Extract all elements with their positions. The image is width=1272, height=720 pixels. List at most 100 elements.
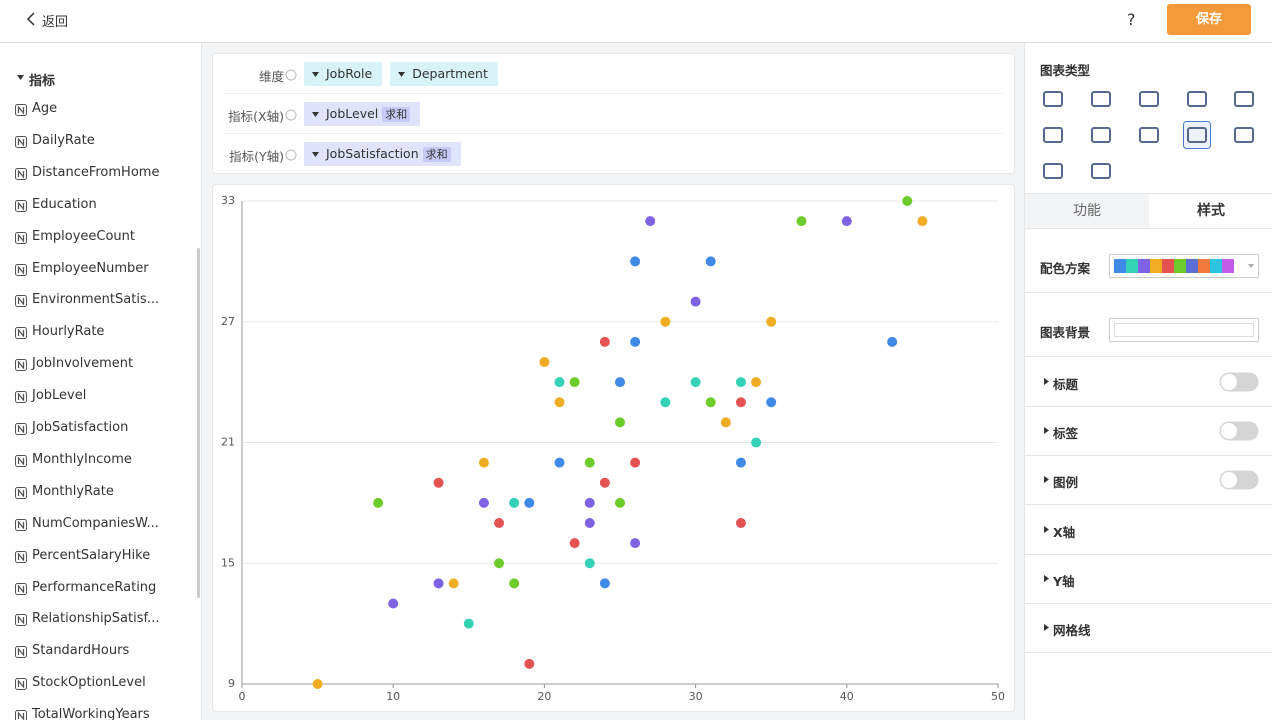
point	[584, 497, 595, 508]
point	[645, 216, 656, 227]
field-icon	[15, 678, 27, 691]
y-tick-label: 33	[221, 194, 235, 207]
point	[615, 497, 625, 508]
divider	[1025, 356, 1272, 357]
field-item[interactable]: RelationshipSatisf...	[32, 611, 160, 627]
field-icon	[15, 104, 27, 116]
chart-type-icon[interactable]	[1039, 157, 1067, 185]
field-item[interactable]: EnvironmentSatis...	[32, 292, 160, 308]
icon-box	[15, 486, 27, 499]
field-item[interactable]: MonthlyRate	[32, 483, 114, 499]
point	[660, 316, 671, 327]
field-item[interactable]: DistanceFromHome	[32, 164, 160, 180]
divider	[1025, 455, 1272, 457]
icon-glyph	[17, 711, 25, 720]
field-label: 维度	[258, 69, 284, 84]
point	[660, 397, 671, 408]
icon-box	[15, 135, 27, 148]
toggle-switch[interactable]	[1219, 421, 1259, 441]
section-title[interactable]: 标签	[1053, 426, 1079, 442]
x-tick-label: 50	[991, 690, 1005, 703]
chart-type-icon[interactable]	[1230, 121, 1258, 149]
field-chip[interactable]: Department	[390, 62, 498, 86]
palette	[1114, 259, 1254, 273]
field-chip[interactable]: JobRole	[304, 62, 383, 86]
section-title[interactable]: 网格线	[1053, 623, 1091, 638]
save-button[interactable]: 保存	[1167, 4, 1251, 35]
chart-type-icon[interactable]	[1135, 121, 1163, 149]
field-icon	[15, 167, 27, 180]
back-link[interactable]: 返回	[42, 15, 69, 30]
chart-type-icon[interactable]	[1135, 85, 1163, 113]
divider	[1025, 652, 1272, 653]
point	[751, 377, 762, 388]
help-icon	[285, 149, 297, 161]
icon-box	[15, 104, 27, 116]
row-divider	[223, 133, 1003, 134]
field-item[interactable]: EmployeeCount	[32, 228, 135, 244]
icon-shape	[1043, 91, 1063, 107]
field-icon	[15, 710, 27, 720]
tab[interactable]: 样式	[1197, 203, 1225, 219]
point	[373, 497, 384, 508]
section-title[interactable]: 标题	[1053, 377, 1079, 392]
section-title[interactable]: 图例	[1053, 475, 1079, 491]
panel-title: 图表类型	[1040, 63, 1091, 78]
field-chip[interactable]: JobSatisfaction 求和	[304, 142, 461, 166]
field-item[interactable]: JobLevel	[32, 388, 87, 404]
chart-type-icon[interactable]	[1039, 85, 1067, 113]
back-icon[interactable]	[26, 12, 36, 26]
point	[615, 417, 625, 428]
chart-card: 9 15 21 27 33 0 10 20 30 40 50	[212, 184, 1015, 712]
toggle-switch[interactable]	[1219, 470, 1259, 490]
field-item[interactable]: HourlyRate	[32, 324, 105, 340]
caret	[1044, 525, 1049, 533]
field-chip[interactable]: JobLevel 求和	[304, 102, 421, 126]
field-item[interactable]: StandardHours	[32, 643, 130, 659]
field-item[interactable]: JobSatisfaction	[32, 420, 129, 435]
chart-type-icon[interactable]	[1087, 85, 1115, 113]
chart-type-icon[interactable]	[1183, 85, 1211, 113]
section-title[interactable]: X轴	[1053, 524, 1076, 540]
point	[690, 296, 701, 307]
field-item[interactable]: TotalWorkingYears	[32, 707, 150, 720]
chart-type-icon[interactable]	[1039, 121, 1067, 149]
section-title[interactable]: Y轴	[1053, 573, 1075, 589]
icon-box	[15, 646, 27, 659]
field-item[interactable]: PerformanceRating	[32, 579, 157, 595]
field-item[interactable]: DailyRate	[32, 132, 95, 148]
toggle-switch[interactable]	[1219, 372, 1259, 392]
field-item[interactable]: MonthlyIncome	[32, 451, 132, 467]
help-button[interactable]: ?	[1127, 10, 1136, 29]
icon-glyph	[17, 232, 25, 243]
field-item[interactable]: EmployeeNumber	[32, 260, 149, 276]
field-item[interactable]: StockOptionLevel	[32, 675, 146, 691]
field-item[interactable]: Age	[32, 101, 58, 116]
chart-type-icon[interactable]	[1087, 157, 1115, 185]
caret	[1044, 378, 1049, 385]
icon-glyph	[17, 488, 25, 498]
field-label: 指标(Y轴)	[229, 149, 284, 164]
field-icon	[15, 263, 27, 276]
point	[554, 397, 565, 408]
background-picker[interactable]	[1109, 318, 1259, 342]
icon-glyph	[17, 679, 25, 689]
color-scheme-select[interactable]	[1109, 254, 1259, 278]
field-item[interactable]: JobInvolvement	[32, 356, 134, 372]
field-icon	[15, 135, 27, 148]
icon-glyph	[17, 424, 25, 434]
point	[796, 216, 807, 227]
field-icon	[15, 582, 27, 595]
chart-type-icon[interactable]	[1230, 85, 1258, 113]
field-item[interactable]: Education	[32, 196, 97, 212]
tab[interactable]: 功能	[1025, 194, 1149, 228]
point	[599, 578, 610, 589]
chart-type-icon[interactable]	[1087, 121, 1115, 149]
chart-type-icon[interactable]	[1183, 121, 1211, 149]
field-icon	[15, 550, 27, 563]
point	[388, 598, 399, 609]
field-item[interactable]: PercentSalaryHike	[32, 547, 151, 563]
field-icon	[15, 359, 27, 372]
field-item[interactable]: NumCompaniesW...	[32, 515, 159, 531]
